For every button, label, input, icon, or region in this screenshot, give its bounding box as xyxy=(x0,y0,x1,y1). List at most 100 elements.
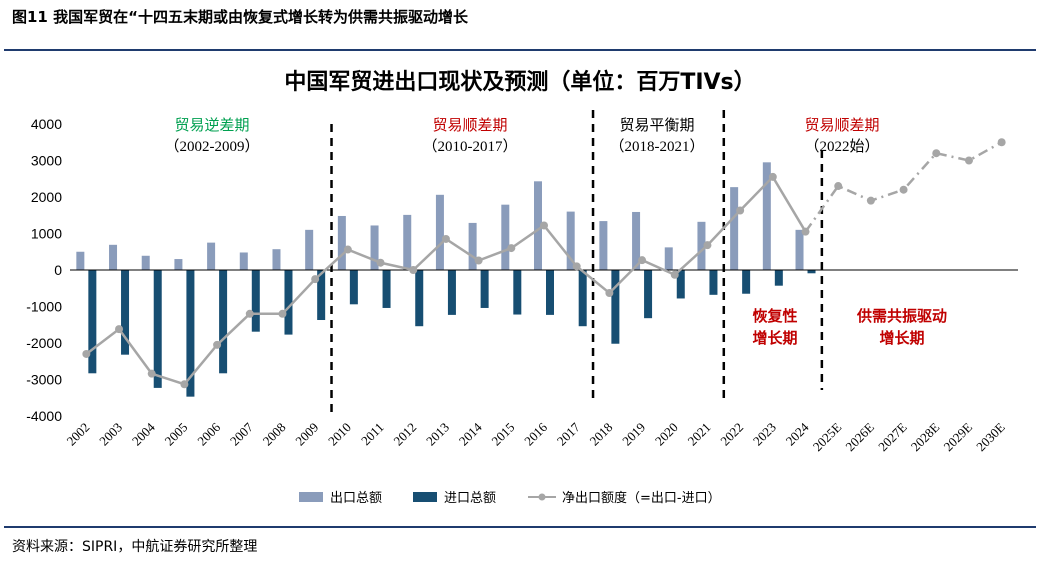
y-tick-label: 4000 xyxy=(31,116,62,132)
bar-import xyxy=(153,270,162,388)
bar-import xyxy=(251,270,260,332)
figure-title: 图11 我国军贸在“十四五末期或由恢复式增长转为供需共振驱动增长 xyxy=(12,8,468,26)
x-tick-label: 2022 xyxy=(717,420,746,449)
bar-export xyxy=(534,181,542,270)
bar-export xyxy=(109,244,118,270)
bar-import xyxy=(121,270,130,355)
net-point xyxy=(409,266,418,274)
x-tick-label: 2015 xyxy=(488,420,517,449)
net-point-forecast xyxy=(899,185,908,194)
bar-export xyxy=(566,211,575,270)
y-tick-label: 0 xyxy=(54,262,62,278)
x-tick-label: 2004 xyxy=(129,419,158,448)
y-tick-label: 3000 xyxy=(31,153,62,169)
bar-import xyxy=(219,270,228,374)
period3-name: 贸易平衡期 xyxy=(619,116,694,134)
y-tick-label: 1000 xyxy=(31,226,62,242)
x-tick-label: 2018 xyxy=(587,420,616,449)
period4-years: （2022始） xyxy=(804,138,879,155)
x-tick-label: 2006 xyxy=(194,419,223,448)
net-point-forecast xyxy=(866,196,875,205)
net-point xyxy=(376,258,385,267)
bar-import xyxy=(186,270,195,397)
bar-export xyxy=(435,194,444,270)
net-point xyxy=(474,256,483,265)
bar-export xyxy=(795,229,804,270)
bar-import xyxy=(349,270,358,305)
legend-label-net: 净出口额度（=出口-进口） xyxy=(562,490,721,506)
net-point xyxy=(638,256,647,265)
x-tick-label: 2021 xyxy=(685,420,714,449)
bar-export xyxy=(697,221,706,270)
period4-name: 贸易顺差期 xyxy=(804,116,879,134)
bar-import xyxy=(578,270,587,327)
bar-export xyxy=(762,162,771,270)
bar-import xyxy=(709,270,718,295)
net-point xyxy=(343,245,352,254)
bar-export xyxy=(76,251,85,270)
net-point xyxy=(180,380,189,389)
bar-import xyxy=(513,270,522,315)
bar-export xyxy=(599,221,608,270)
net-point xyxy=(736,206,745,215)
phase1-line2: 增长期 xyxy=(752,329,797,347)
top-rule xyxy=(4,49,1036,51)
x-tick-label: 2020 xyxy=(652,420,681,449)
x-tick-label: 2026E xyxy=(842,419,877,454)
net-point xyxy=(213,340,222,349)
net-point xyxy=(245,309,254,318)
x-tick-label: 2030E xyxy=(973,419,1008,454)
bar-import xyxy=(774,270,783,286)
net-point xyxy=(768,172,777,181)
legend-label-export: 出口总额 xyxy=(330,491,382,506)
bar-import xyxy=(480,270,489,308)
x-tick-label: 2023 xyxy=(750,420,779,449)
period2-name: 贸易顺差期 xyxy=(432,116,507,134)
net-point xyxy=(311,275,320,284)
bar-import xyxy=(382,270,391,308)
bar-export xyxy=(337,215,346,270)
bars xyxy=(76,162,816,397)
bar-import xyxy=(611,270,620,344)
period2-years: （2010-2017） xyxy=(423,138,518,155)
bar-import xyxy=(742,270,751,294)
x-tick-label: 2017 xyxy=(554,419,583,448)
net-point xyxy=(278,309,287,318)
bottom-rule xyxy=(4,526,1036,528)
x-tick-label: 2007 xyxy=(227,419,256,448)
bar-export xyxy=(174,259,183,270)
bar-export xyxy=(730,187,739,270)
y-axis: 4000 3000 2000 1000 0 -1000 -2000 -3000 -4000 xyxy=(26,116,62,424)
net-point xyxy=(147,369,156,378)
net-point xyxy=(441,234,450,243)
net-point xyxy=(670,270,679,279)
x-tick-label: 2005 xyxy=(162,420,191,449)
net-point xyxy=(605,288,614,297)
x-tick-label: 2008 xyxy=(260,420,289,449)
legend-label-import: 进口总额 xyxy=(444,491,496,506)
net-point xyxy=(801,227,810,236)
x-tick-label: 2003 xyxy=(96,420,125,449)
net-point xyxy=(703,241,712,250)
bar-import xyxy=(88,270,97,374)
x-tick-label: 2013 xyxy=(423,420,452,449)
legend: 出口总额 进口总额 净出口额度（=出口-进口） xyxy=(299,490,721,506)
bar-export xyxy=(468,222,477,270)
y-tick-label: -3000 xyxy=(26,372,62,388)
phase2-line2: 增长期 xyxy=(879,329,924,347)
bar-import xyxy=(546,270,554,315)
period1-name: 贸易逆差期 xyxy=(174,116,249,134)
x-tick-label: 2027E xyxy=(875,419,910,454)
y-tick-label: 2000 xyxy=(31,189,62,205)
bar-export xyxy=(370,225,379,270)
x-tick-label: 2010 xyxy=(325,420,354,449)
net-point-forecast xyxy=(932,149,941,158)
net-point xyxy=(540,221,548,230)
x-tick-label: 2014 xyxy=(456,419,485,448)
phase2-line1: 供需共振驱动 xyxy=(856,307,947,325)
bar-export xyxy=(501,204,510,270)
bar-import xyxy=(807,270,816,274)
chart-title: 中国军贸进出口现状及预测（单位：百万TIVs） xyxy=(284,69,755,95)
period3-years: （2018-2021） xyxy=(610,138,705,155)
